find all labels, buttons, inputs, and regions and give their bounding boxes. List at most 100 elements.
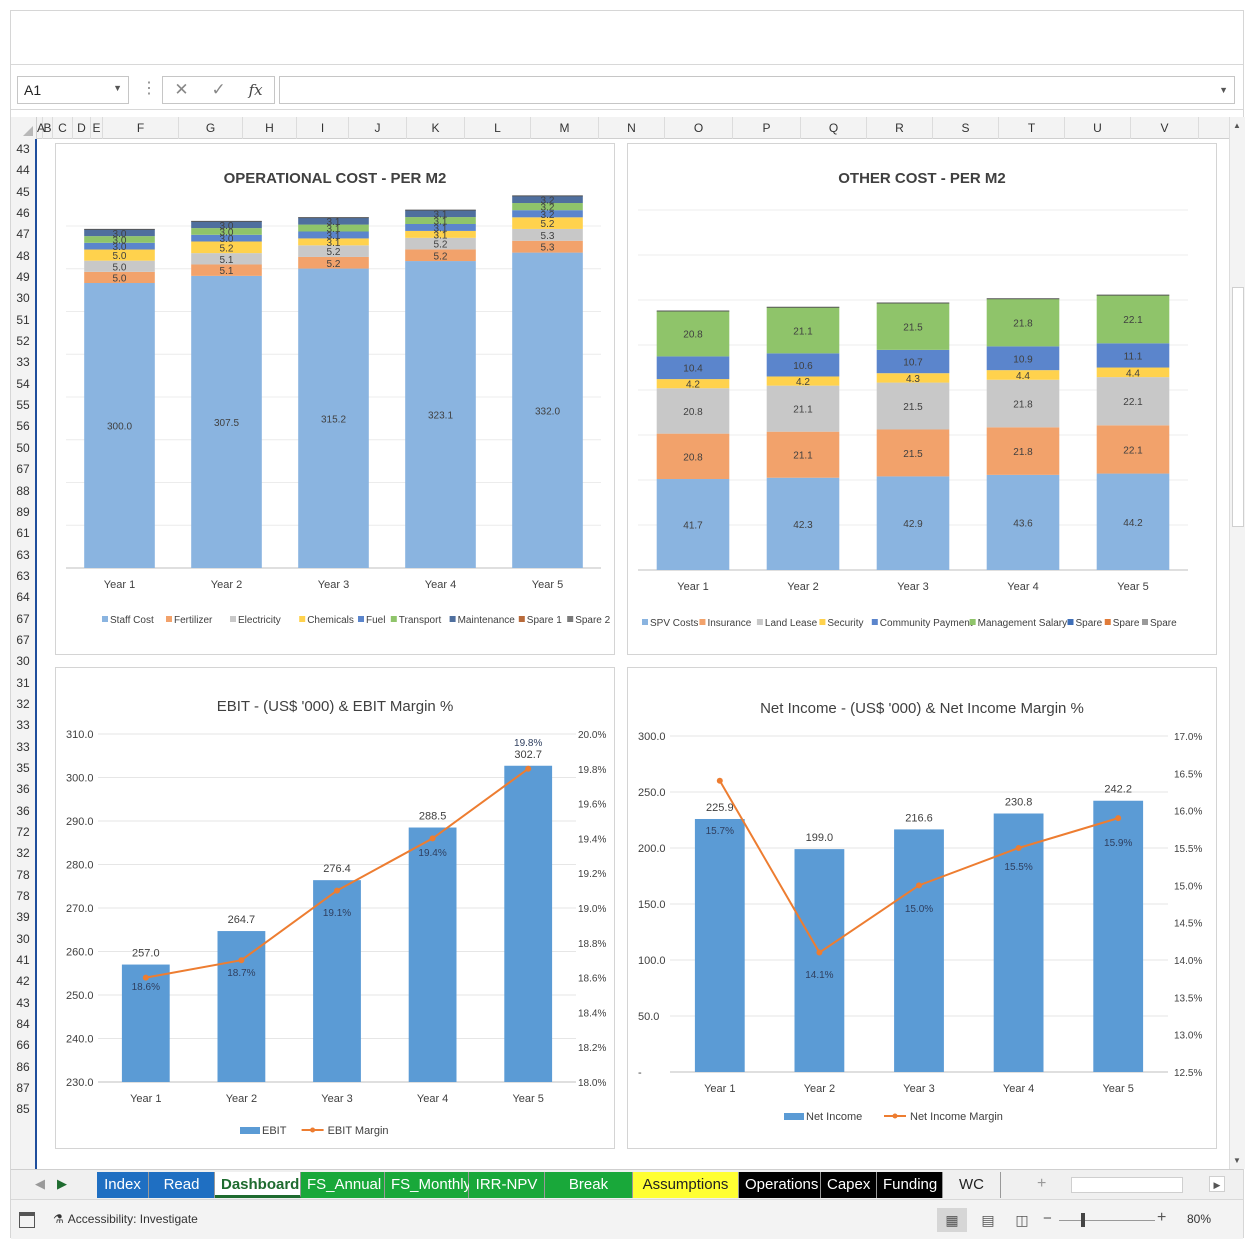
column-header[interactable]: N (599, 117, 665, 139)
column-header[interactable]: M (531, 117, 599, 139)
row-header[interactable]: 78 (16, 889, 30, 904)
tab-operations[interactable]: Operations (739, 1172, 821, 1198)
tab-index[interactable]: Index (97, 1172, 149, 1198)
select-all-button[interactable] (11, 117, 37, 139)
row-header[interactable]: 56 (16, 419, 30, 434)
vertical-scrollbar[interactable]: ▲ ▼ (1229, 117, 1245, 1169)
accessibility-status[interactable]: ⚗ Accessibility: Investigate (53, 1212, 198, 1226)
calendar-icon[interactable] (19, 1212, 35, 1228)
row-header[interactable]: 63 (16, 547, 30, 562)
row-header[interactable]: 72 (16, 825, 30, 839)
column-header[interactable]: H (243, 117, 297, 139)
row-header[interactable]: 50 (16, 440, 30, 455)
row-header[interactable]: 85 (16, 1102, 30, 1117)
row-header[interactable]: 54 (16, 376, 30, 391)
name-box[interactable]: A1 ▼ (17, 76, 129, 104)
tab-fs-monthly[interactable]: FS_Monthly (385, 1172, 471, 1198)
function-icon[interactable]: fx (248, 81, 263, 99)
column-header[interactable]: R (867, 117, 933, 139)
column-header[interactable]: P (733, 117, 801, 139)
row-header[interactable]: 84 (16, 1017, 30, 1032)
column-header[interactable]: T (999, 117, 1065, 139)
ebit-chart[interactable]: EBIT - (US$ '000) & EBIT Margin % 310.0 3… (55, 667, 615, 1149)
column-header[interactable]: S (933, 117, 999, 139)
column-header[interactable]: C (53, 117, 73, 139)
row-header[interactable]: 88 (16, 483, 30, 498)
row-header[interactable]: 86 (16, 1059, 30, 1074)
row-header[interactable]: 33 (16, 718, 30, 733)
row-header[interactable]: 49 (16, 270, 30, 285)
tab-wc-ta[interactable]: WC &Ta (943, 1172, 1001, 1219)
row-header[interactable]: 64 (16, 590, 30, 605)
column-header[interactable]: V (1131, 117, 1199, 139)
check-icon[interactable]: ✓ (211, 80, 226, 99)
row-header[interactable]: 31 (16, 675, 30, 690)
tab-break-even[interactable]: Break Even (545, 1172, 633, 1219)
page-layout-icon[interactable]: ▤ (981, 1212, 995, 1228)
add-sheet-icon[interactable]: + (1037, 1175, 1047, 1192)
column-header[interactable]: K (407, 117, 465, 139)
scroll-down-icon[interactable]: ▼ (1233, 1156, 1241, 1165)
column-header[interactable]: D (73, 117, 91, 139)
column-header[interactable]: B (43, 117, 53, 139)
other-cost-chart[interactable]: OTHER COST - PER M2 41.7 20.8 20.8 4.2 10.4 2… (627, 143, 1217, 655)
row-header[interactable]: 48 (16, 248, 30, 263)
tab-assumptions[interactable]: Assumptions (633, 1172, 739, 1198)
row-header[interactable]: 43 (16, 995, 30, 1010)
row-header[interactable]: 36 (16, 782, 30, 797)
row-header[interactable]: 67 (16, 611, 30, 626)
zoom-slider[interactable] (1059, 1220, 1155, 1221)
row-header[interactable]: 35 (16, 760, 30, 775)
tab-funding[interactable]: Funding (877, 1172, 943, 1198)
row-header[interactable]: 52 (16, 334, 30, 349)
row-header[interactable]: 78 (16, 867, 30, 882)
row-header[interactable]: 55 (16, 398, 30, 413)
chevron-right-icon[interactable]: ▶ (57, 1176, 67, 1191)
column-header[interactable]: O (665, 117, 733, 139)
row-header[interactable]: 66 (16, 1038, 30, 1053)
row-header[interactable]: 32 (16, 846, 30, 861)
column-header[interactable]: F (103, 117, 179, 139)
row-header[interactable]: 44 (16, 163, 30, 178)
chevron-left-icon[interactable]: ◀ (35, 1176, 45, 1191)
operational-cost-chart[interactable]: OPERATIONAL COST - PER M2 300.0 5.0 5.0 5.0… (55, 143, 615, 655)
formula-input[interactable]: ▼ (279, 76, 1235, 104)
tab-fs-annual[interactable]: FS_Annual (301, 1172, 385, 1198)
row-header[interactable]: 46 (16, 206, 30, 221)
row-header[interactable]: 30 (16, 931, 30, 946)
column-header[interactable]: E (91, 117, 103, 139)
row-header[interactable]: 89 (16, 504, 30, 519)
row-header[interactable]: 42 (16, 974, 30, 989)
row-header[interactable]: 36 (16, 803, 30, 818)
tab-read-me[interactable]: Read Me (149, 1172, 215, 1219)
row-header[interactable]: 33 (16, 739, 30, 754)
row-header[interactable]: 47 (16, 227, 30, 242)
close-icon[interactable]: ✕ (174, 80, 189, 99)
column-header[interactable]: A (37, 117, 45, 139)
scroll-right-icon[interactable]: ▶ (1209, 1176, 1225, 1192)
row-header[interactable]: 87 (16, 1081, 30, 1096)
zoom-slider-thumb[interactable] (1081, 1213, 1085, 1227)
column-header[interactable]: J (349, 117, 407, 139)
row-header[interactable]: 33 (16, 355, 30, 370)
tab-irr-npv[interactable]: IRR-NPV (469, 1172, 545, 1198)
column-header[interactable]: U (1065, 117, 1131, 139)
row-header[interactable]: 67 (16, 462, 30, 477)
column-header[interactable]: L (465, 117, 531, 139)
scroll-thumb[interactable] (1232, 287, 1244, 527)
tab-dashboard[interactable]: Dashboard (215, 1172, 301, 1198)
row-header[interactable]: 63 (16, 568, 30, 583)
zoom-out-icon[interactable]: − (1043, 1210, 1052, 1227)
chevron-down-icon[interactable]: ▼ (113, 83, 122, 93)
page-break-view-icon[interactable]: ◫ (1015, 1212, 1029, 1228)
column-header[interactable]: Q (801, 117, 867, 139)
row-header[interactable]: 30 (16, 654, 30, 669)
row-header[interactable]: 32 (16, 696, 30, 711)
chevron-down-icon[interactable]: ▼ (1219, 85, 1228, 95)
column-header[interactable]: G (179, 117, 243, 139)
scroll-up-icon[interactable]: ▲ (1233, 121, 1241, 130)
tab-capex[interactable]: Capex (821, 1172, 877, 1198)
sheet-grid[interactable]: OPERATIONAL COST - PER M2 300.0 5.0 5.0 5.0… (39, 139, 1229, 1169)
row-header[interactable]: 51 (16, 312, 30, 327)
row-header[interactable]: 30 (16, 291, 30, 306)
